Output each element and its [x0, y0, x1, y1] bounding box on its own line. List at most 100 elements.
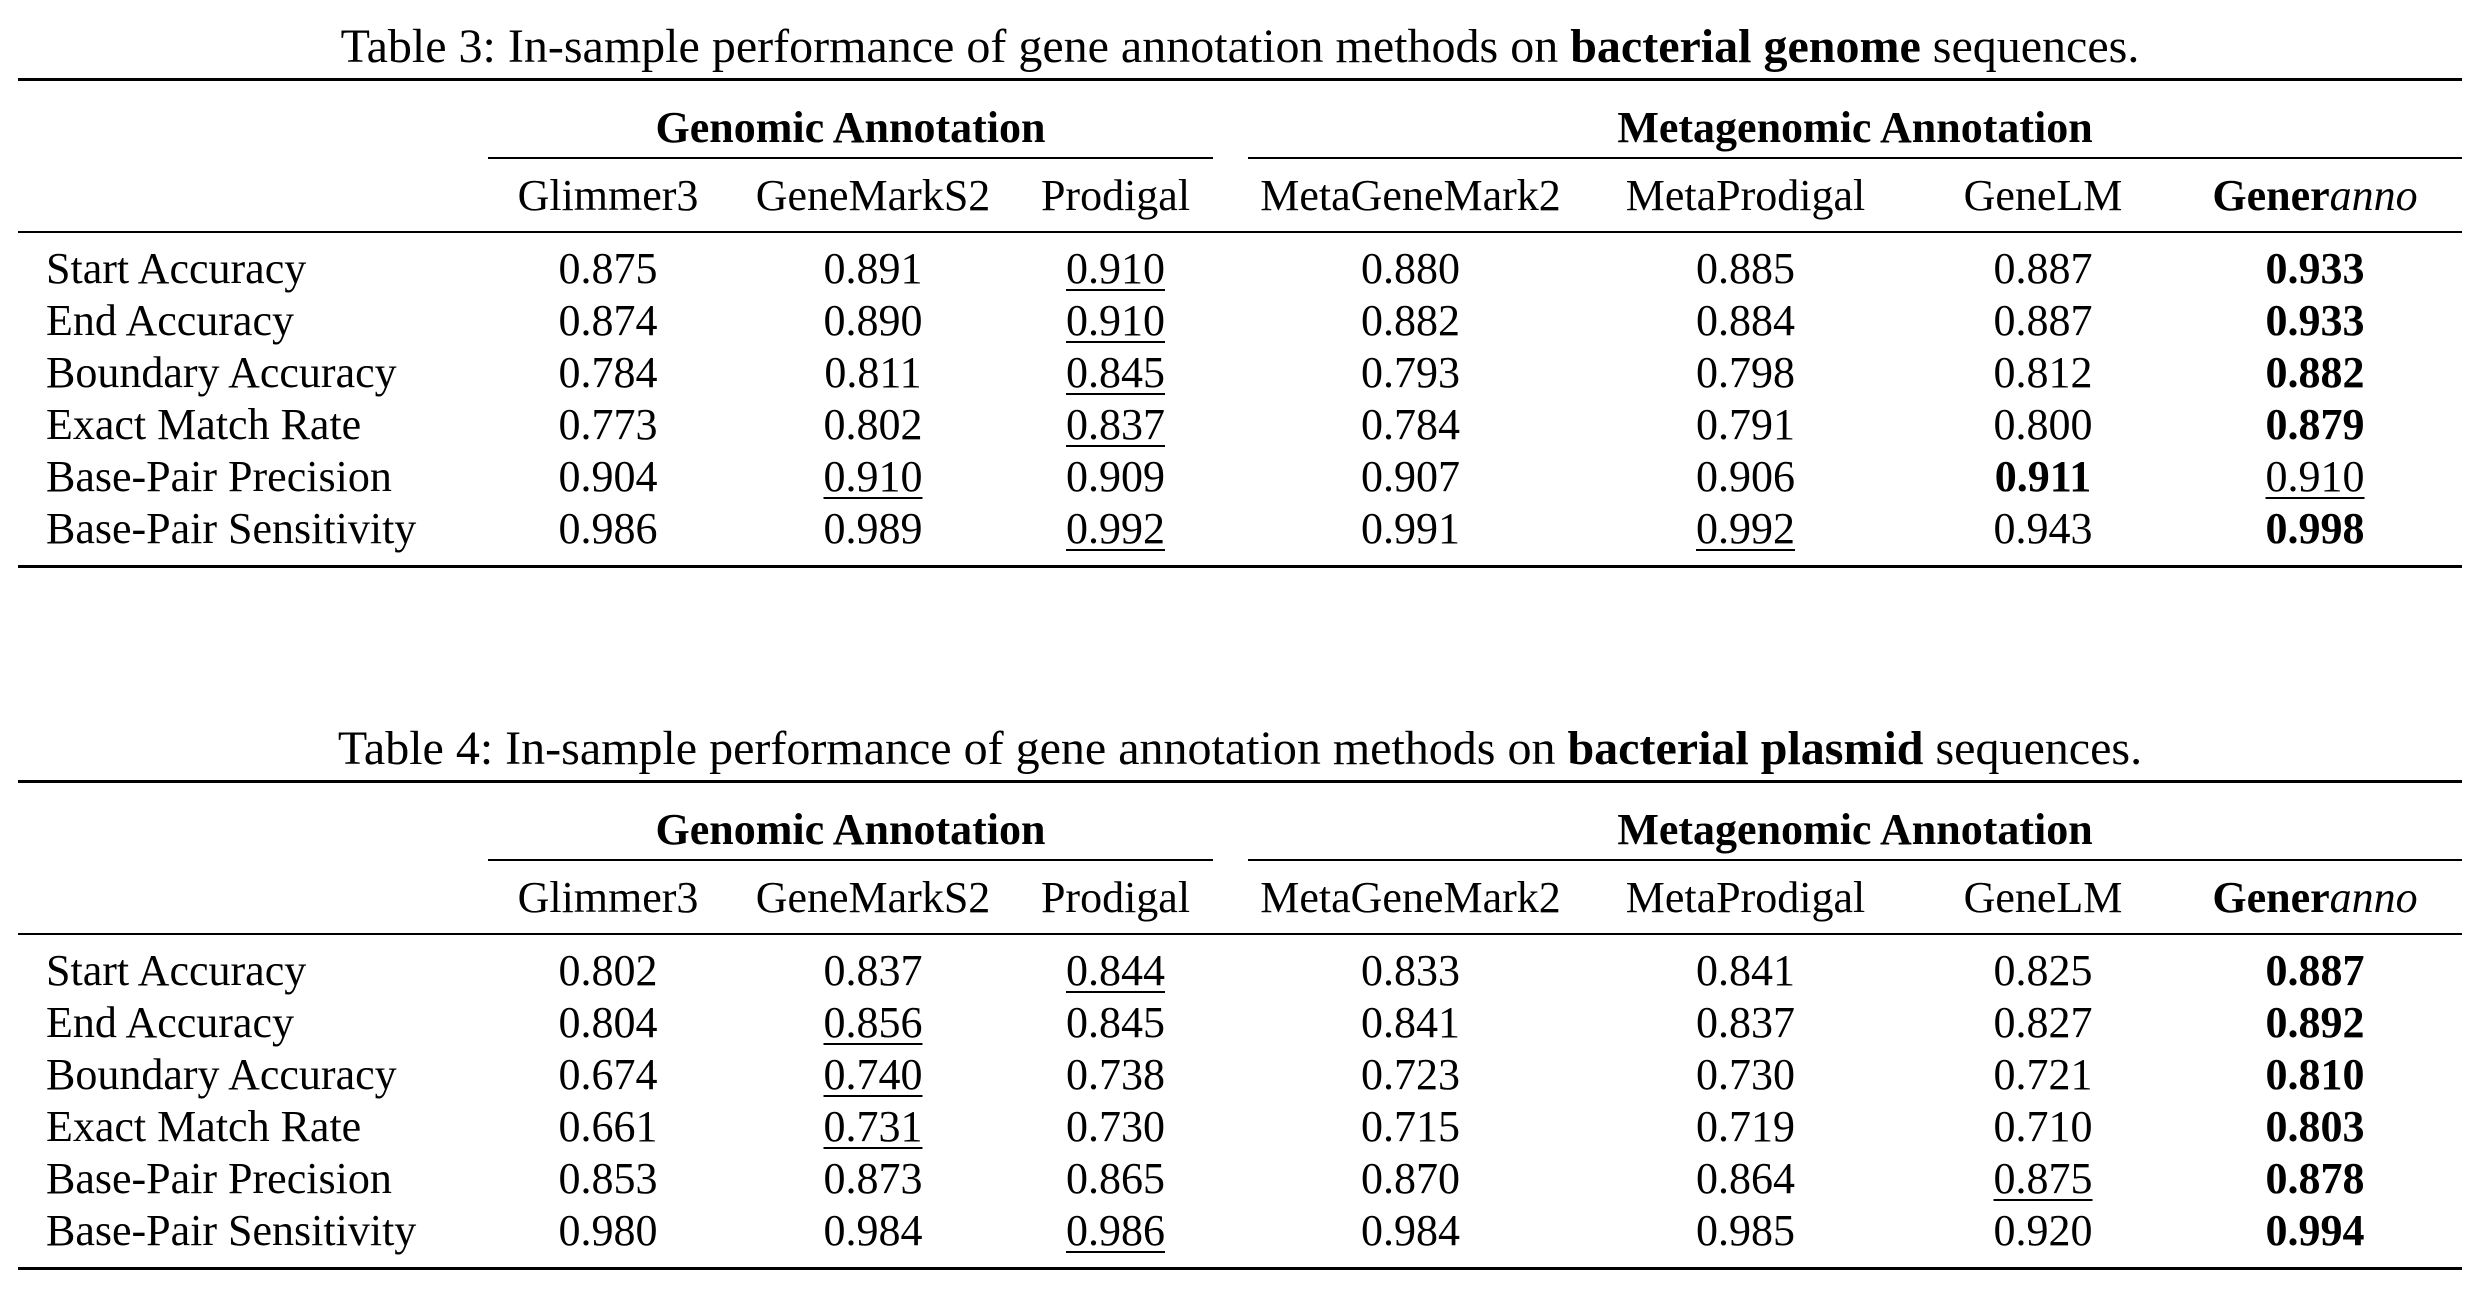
column-header-glimmer3: Glimmer3 — [488, 159, 728, 233]
column-header-genemarks2: GeneMarkS2 — [728, 159, 1018, 233]
cell-value: 0.885 — [1696, 244, 1796, 293]
group-header-metagenomic: Metagenomic Annotation — [1617, 103, 2093, 152]
column-header-metaprodigal: MetaProdigal — [1573, 861, 1919, 935]
cell-value: 0.887 — [1993, 244, 2093, 293]
table-cell: 0.984 — [1248, 1205, 1573, 1269]
cell-value: 0.910 — [2265, 452, 2365, 501]
table-row: End Accuracy 0.804 0.856 0.845 0.841 0.837 0.8… — [18, 997, 2462, 1049]
cell-value: 0.804 — [558, 998, 658, 1047]
table-cell: 0.784 — [1248, 399, 1573, 451]
table-cell: 0.875 — [488, 232, 728, 295]
cell-value: 0.906 — [1696, 452, 1796, 501]
cell-value: 0.791 — [1696, 400, 1796, 449]
table-row: End Accuracy 0.874 0.890 0.910 0.882 0.884 0.8… — [18, 295, 2462, 347]
table-cell: 0.793 — [1248, 347, 1573, 399]
cell-value: 0.985 — [1696, 1206, 1796, 1255]
table-cell: 0.994 — [2168, 1205, 2462, 1269]
table-cell: 0.661 — [488, 1101, 728, 1153]
table-row: Start Accuracy 0.875 0.891 0.910 0.880 0.885 0… — [18, 232, 2462, 295]
column-header-glimmer3: Glimmer3 — [488, 861, 728, 935]
table-cell: 0.804 — [488, 997, 728, 1049]
table-cell: 0.800 — [1918, 399, 2168, 451]
cell-value: 0.984 — [823, 1206, 923, 1255]
table-cell: 0.910 — [728, 451, 1018, 503]
table-cell: 0.710 — [1918, 1101, 2168, 1153]
row-metric-label: Base-Pair Precision — [46, 1154, 392, 1203]
table-cell: 0.864 — [1573, 1153, 1918, 1205]
table-row: Exact Match Rate 0.661 0.731 0.730 0.715 0.71… — [18, 1101, 2462, 1153]
table-row: Base-Pair Sensitivity 0.986 0.989 0.992 0.99… — [18, 503, 2462, 567]
cell-value: 0.909 — [1066, 452, 1165, 501]
cell-value: 0.856 — [823, 998, 923, 1047]
table-cell: 0.879 — [2168, 399, 2462, 451]
table-cell: 0.674 — [488, 1049, 728, 1101]
table-cell: 0.856 — [728, 997, 1018, 1049]
table-cell: 0.845 — [1018, 347, 1213, 399]
cell-value: 0.991 — [1361, 504, 1461, 553]
table-row: Boundary Accuracy 0.784 0.811 0.845 0.793 0.7… — [18, 347, 2462, 399]
table-cell: 0.878 — [2168, 1153, 2462, 1205]
cell-value: 0.721 — [1993, 1050, 2093, 1099]
table-3: Table 3: In-sample performance of gene a… — [18, 16, 2463, 568]
cell-value: 0.845 — [1066, 998, 1165, 1047]
table-cell: 0.920 — [1918, 1205, 2168, 1269]
table-cell: 0.715 — [1248, 1101, 1573, 1153]
column-header-metaprodigal: MetaProdigal — [1573, 159, 1919, 233]
cell-value: 0.864 — [1696, 1154, 1796, 1203]
table-cell: 0.865 — [1018, 1153, 1213, 1205]
cell-value: 0.719 — [1696, 1102, 1796, 1151]
table-cell: 0.719 — [1573, 1101, 1918, 1153]
table-cell: 0.798 — [1573, 347, 1918, 399]
table-cell: 0.910 — [2168, 451, 2462, 503]
column-header-genelm: GeneLM — [1918, 861, 2169, 935]
cell-value: 0.811 — [824, 348, 922, 397]
cell-value: 0.878 — [2265, 1154, 2365, 1203]
table-cell: 0.841 — [1248, 997, 1573, 1049]
column-header-prodigal: Prodigal — [1018, 861, 1214, 935]
cell-value: 0.984 — [1361, 1206, 1461, 1255]
cell-value: 0.875 — [558, 244, 658, 293]
cell-value: 0.887 — [2265, 946, 2365, 995]
results-table: Genomic Annotation Metagenomic Annotatio… — [18, 78, 2463, 568]
table-cell: 0.731 — [728, 1101, 1018, 1153]
cell-value: 0.827 — [1993, 998, 2093, 1047]
table-cell: 0.906 — [1573, 451, 1918, 503]
column-header-genemarks2: GeneMarkS2 — [728, 861, 1018, 935]
table-cell: 0.841 — [1573, 934, 1918, 997]
table-row: Base-Pair Precision 0.904 0.910 0.909 0.907 0… — [18, 451, 2462, 503]
table-cell: 0.837 — [728, 934, 1018, 997]
table-cell: 0.890 — [728, 295, 1018, 347]
table-cell: 0.825 — [1918, 934, 2168, 997]
cell-value: 0.837 — [823, 946, 923, 995]
cell-value: 0.773 — [558, 400, 658, 449]
table-cell: 0.833 — [1248, 934, 1573, 997]
row-metric-label: Start Accuracy — [46, 946, 307, 995]
column-header-generanno: Generanno — [2168, 861, 2463, 935]
cell-value: 0.715 — [1361, 1102, 1461, 1151]
cell-value: 0.844 — [1066, 946, 1165, 995]
table-cell: 0.812 — [1918, 347, 2168, 399]
cell-value: 0.710 — [1993, 1102, 2093, 1151]
table-cell: 0.911 — [1918, 451, 2168, 503]
table-cell: 0.904 — [488, 451, 728, 503]
table-cell: 0.721 — [1918, 1049, 2168, 1101]
table-cell: 0.882 — [1248, 295, 1573, 347]
cell-value: 0.910 — [823, 452, 923, 501]
table-cell: 0.803 — [2168, 1101, 2462, 1153]
cell-value: 0.837 — [1066, 400, 1165, 449]
table-cell: 0.773 — [488, 399, 728, 451]
column-header-metagenemark2: MetaGeneMark2 — [1248, 159, 1574, 233]
row-metric-label: End Accuracy — [46, 296, 294, 345]
table-cell: 0.943 — [1918, 503, 2168, 567]
table-row: Boundary Accuracy 0.674 0.740 0.738 0.723 0.7… — [18, 1049, 2462, 1101]
table-cell: 0.884 — [1573, 295, 1918, 347]
table-cell: 0.837 — [1018, 399, 1213, 451]
results-table: Genomic Annotation Metagenomic Annotatio… — [18, 780, 2463, 1270]
table-cell: 0.870 — [1248, 1153, 1573, 1205]
cell-value: 0.907 — [1361, 452, 1461, 501]
row-metric-label: Base-Pair Sensitivity — [46, 504, 417, 553]
table-cell: 0.784 — [488, 347, 728, 399]
cell-value: 0.802 — [823, 400, 923, 449]
row-metric-label: End Accuracy — [46, 998, 294, 1047]
cell-value: 0.803 — [2265, 1102, 2365, 1151]
